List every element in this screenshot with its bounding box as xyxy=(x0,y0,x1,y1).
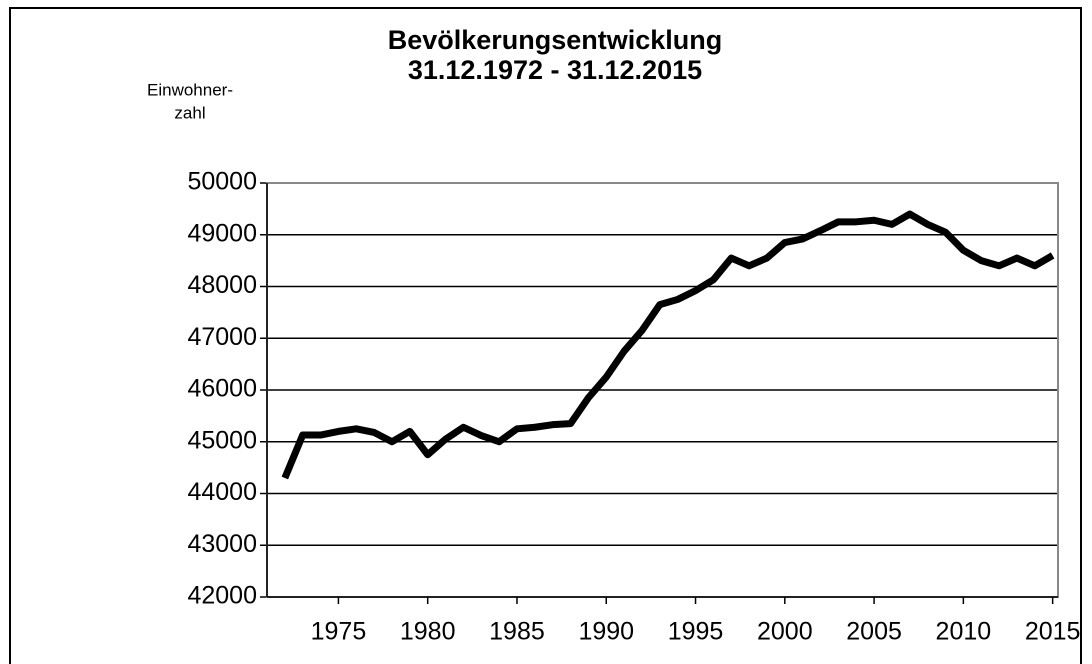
chart-subtitle: 31.12.1972 - 31.12.2015 xyxy=(408,55,702,85)
line-series xyxy=(281,210,1055,480)
y-tick-label: 45000 xyxy=(187,426,257,454)
x-tick-label: 1980 xyxy=(400,618,456,646)
chart-title: Bevölkerungsentwicklung xyxy=(388,25,723,55)
y-axis-label: Einwohner- xyxy=(147,80,233,99)
x-tick-label: 1975 xyxy=(311,618,367,646)
y-tick-label: 43000 xyxy=(187,530,257,558)
x-tick-label: 2015 xyxy=(1025,618,1081,646)
y-tick-label: 42000 xyxy=(187,582,257,610)
x-tick-label: 1990 xyxy=(578,618,634,646)
x-tick-label: 2000 xyxy=(757,618,813,646)
frame xyxy=(9,7,1082,664)
y-tick-label: 44000 xyxy=(187,478,257,506)
y-tick-label: 48000 xyxy=(187,271,257,299)
x-tick-label: 1985 xyxy=(489,618,545,646)
x-tick-label: 1995 xyxy=(668,618,724,646)
y-axis-label: zahl xyxy=(174,103,205,122)
y-tick-label: 49000 xyxy=(187,219,257,247)
x-tick-label: 2005 xyxy=(846,618,902,646)
y-tick-label: 46000 xyxy=(187,375,257,403)
x-tick-label: 2010 xyxy=(936,618,992,646)
y-tick-label: 47000 xyxy=(187,323,257,351)
y-tick-label: 50000 xyxy=(187,168,257,196)
